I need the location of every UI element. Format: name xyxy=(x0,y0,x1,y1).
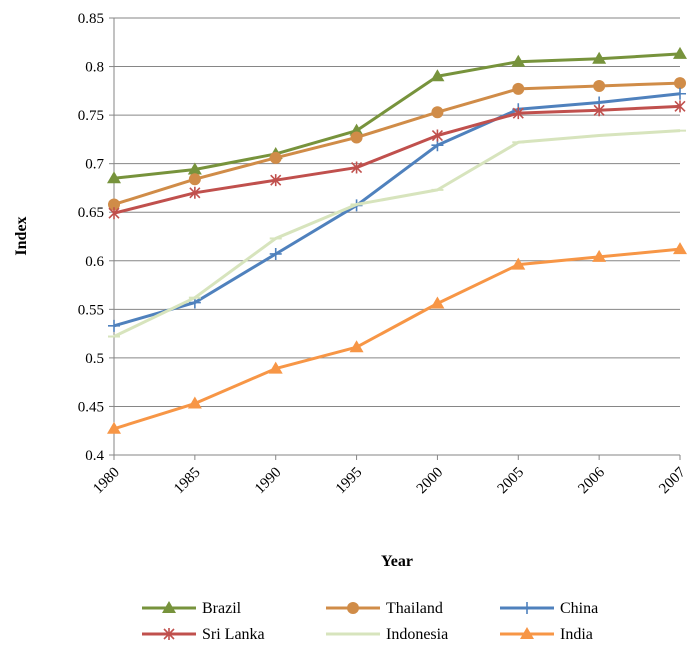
data-point xyxy=(674,100,686,113)
data-point xyxy=(347,602,359,614)
data-point xyxy=(511,257,526,270)
data-point xyxy=(162,601,176,613)
x-tick-label: 1985 xyxy=(171,465,204,498)
data-point xyxy=(511,54,526,67)
x-tick-label: 2006 xyxy=(575,464,608,497)
series-group xyxy=(108,129,686,338)
series-line xyxy=(113,247,681,431)
data-point xyxy=(107,171,121,184)
data-point xyxy=(270,174,282,187)
data-point xyxy=(430,69,445,82)
y-tick-label: 0.7 xyxy=(85,157,104,173)
legend-label: Sri Lanka xyxy=(202,626,265,643)
data-point xyxy=(108,198,120,211)
data-point xyxy=(107,421,121,434)
legend-item: Sri Lanka xyxy=(142,626,265,643)
y-tick-label: 0.65 xyxy=(78,205,104,221)
x-tick-label: 2000 xyxy=(414,465,447,498)
data-point xyxy=(189,186,201,199)
y-tick-label: 0.85 xyxy=(78,11,104,27)
series-line xyxy=(113,104,681,215)
data-point xyxy=(512,82,525,95)
data-point xyxy=(674,87,686,100)
data-point xyxy=(520,627,534,639)
y-tick-label: 0.6 xyxy=(85,254,104,270)
gridlines xyxy=(114,17,680,407)
axes xyxy=(109,17,681,460)
data-point xyxy=(108,207,120,220)
data-point xyxy=(673,46,687,59)
data-point xyxy=(431,106,444,119)
legend-label: Thailand xyxy=(386,600,443,617)
data-point xyxy=(163,628,175,640)
legend-item: India xyxy=(500,626,593,643)
data-point xyxy=(673,242,687,255)
data-point xyxy=(592,51,607,64)
data-point xyxy=(674,77,686,90)
y-tick-label: 0.8 xyxy=(85,60,104,76)
y-tick-label: 0.45 xyxy=(78,399,104,415)
series-line xyxy=(113,52,681,180)
x-tick-label: 2007 xyxy=(656,464,689,497)
series-line xyxy=(113,81,681,206)
legend-item: Thailand xyxy=(326,600,443,617)
y-tick-label: 0.55 xyxy=(78,302,104,318)
legend-label: Brazil xyxy=(202,600,242,617)
y-axis-title: Index xyxy=(13,216,30,255)
data-point xyxy=(351,161,363,174)
y-tick-label: 0.4 xyxy=(85,448,104,464)
data-point xyxy=(188,173,201,186)
legend: Brazil Thailand China Sri Lanka Indonesia Ind… xyxy=(142,600,598,643)
data-point xyxy=(269,151,282,164)
data-point xyxy=(592,249,607,262)
x-tick-label: 1990 xyxy=(252,465,285,498)
data-point xyxy=(430,296,445,309)
legend-label: China xyxy=(560,600,598,617)
data-point xyxy=(593,79,606,92)
series-group xyxy=(108,77,686,211)
data-point xyxy=(269,247,282,260)
data-point xyxy=(349,340,364,353)
data-point xyxy=(108,319,120,332)
legend-label: Indonesia xyxy=(386,626,448,643)
series-group xyxy=(107,242,687,434)
data-point xyxy=(187,162,202,175)
series-lines xyxy=(107,46,687,434)
legend-label: India xyxy=(560,626,593,643)
data-point xyxy=(521,602,533,614)
data-point xyxy=(268,361,283,374)
x-tick-label: 1980 xyxy=(90,465,123,498)
x-axis-title: Year xyxy=(381,553,413,570)
legend-item: China xyxy=(500,600,598,617)
y-tick-label: 0.5 xyxy=(85,351,104,367)
series-line xyxy=(113,129,681,338)
series-line xyxy=(113,92,681,328)
data-point xyxy=(431,129,443,142)
series-group xyxy=(108,100,686,220)
legend-item: Brazil xyxy=(142,600,242,617)
data-point xyxy=(512,107,524,120)
data-point xyxy=(593,104,605,117)
x-tick-label: 1995 xyxy=(333,465,366,498)
data-point xyxy=(187,396,202,409)
legend-item: Indonesia xyxy=(326,626,448,643)
data-point xyxy=(350,131,363,144)
x-tick-label: 2005 xyxy=(495,465,528,498)
y-tick-label: 0.75 xyxy=(78,108,104,124)
